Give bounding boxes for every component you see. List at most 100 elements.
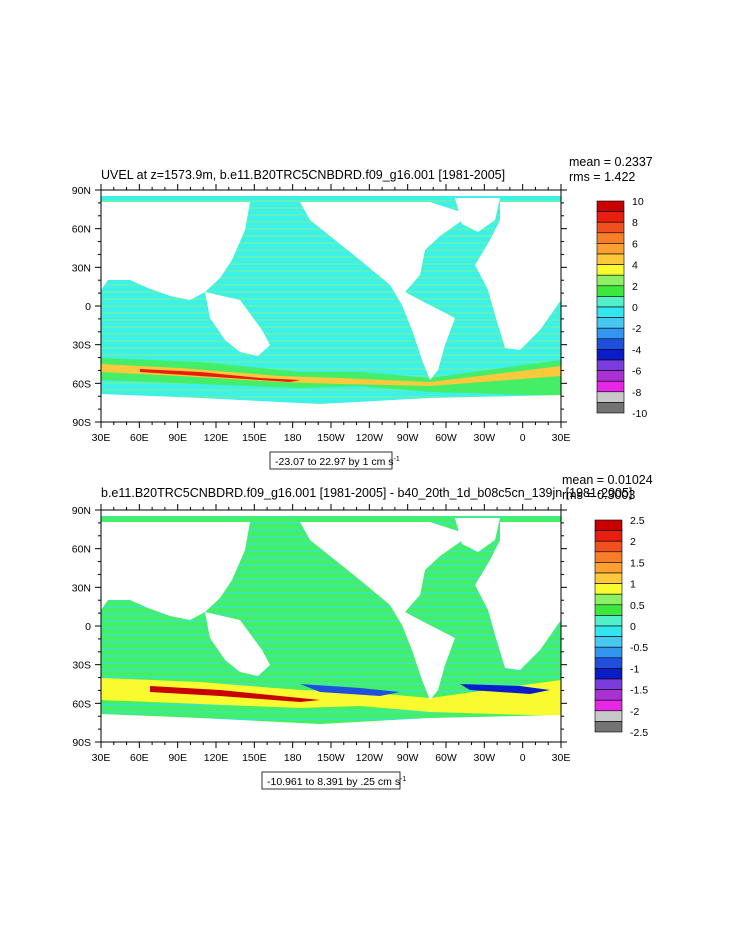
y-tick-label: 30S bbox=[72, 660, 91, 672]
colorbar-box bbox=[596, 317, 625, 329]
colorbar-box bbox=[594, 615, 623, 627]
y-tick-label: 60N bbox=[72, 224, 91, 236]
colorbar-label: 4 bbox=[632, 260, 638, 272]
y-tick-label: 90S bbox=[72, 737, 91, 749]
x-tick-label: 30E bbox=[92, 752, 111, 764]
y-tick-label: 30S bbox=[72, 340, 91, 352]
y-tick-label: 30N bbox=[72, 262, 91, 274]
x-tick-label: 180 bbox=[284, 752, 302, 764]
colorbar-label: -0.5 bbox=[630, 642, 648, 654]
colorbar-box bbox=[596, 221, 625, 234]
southern-anomaly-red bbox=[150, 686, 320, 702]
colorbar bbox=[594, 519, 623, 733]
colorbar-box bbox=[596, 264, 625, 276]
southern-anomaly-band bbox=[101, 678, 561, 716]
colorbar-box bbox=[594, 519, 623, 531]
land-eurasia-africa-aus bbox=[101, 522, 250, 620]
colorbar-labels: 10 8 6 4 2 0 -2 -4 -6 -8 -10 bbox=[632, 196, 647, 420]
y-tick-label: 60N bbox=[72, 544, 91, 556]
colorbar-box bbox=[596, 402, 625, 414]
colorbar-box bbox=[594, 646, 623, 659]
land-antarctica bbox=[101, 714, 561, 742]
colorbar-box bbox=[596, 306, 625, 318]
colorbar-box bbox=[594, 562, 623, 574]
colorbar-box bbox=[594, 636, 623, 648]
colorbar-box bbox=[596, 380, 625, 393]
land-indonesia-australia bbox=[205, 612, 270, 676]
colorbar-label: -1.5 bbox=[630, 685, 648, 697]
y-tick-label: 0 bbox=[85, 301, 91, 313]
y-tick-label: 90N bbox=[72, 505, 91, 517]
colorbar-label: -4 bbox=[632, 344, 641, 356]
x-tick-label: 60W bbox=[435, 752, 457, 764]
x-tick-label: 60W bbox=[435, 432, 457, 444]
land-arctic-top bbox=[101, 190, 561, 196]
colorbar-label: 2.5 bbox=[630, 515, 645, 527]
colorbar-box bbox=[594, 530, 623, 542]
land-greenland bbox=[455, 198, 500, 232]
colorbar-label: 0.5 bbox=[630, 600, 645, 612]
colorbar-box bbox=[596, 200, 625, 212]
x-tick-label: 90W bbox=[397, 432, 419, 444]
colorbar-label: 0 bbox=[632, 302, 638, 314]
y-tick-label: 90N bbox=[72, 185, 91, 197]
colorbar-box bbox=[594, 625, 623, 637]
x-tick-label: 30W bbox=[474, 432, 496, 444]
rms-label: rms = 1.422 bbox=[569, 170, 635, 184]
mean-label: mean = 0.01024 bbox=[562, 473, 653, 487]
colorbar-box bbox=[596, 349, 625, 361]
colorbar-box bbox=[596, 338, 625, 350]
map-field bbox=[101, 190, 561, 422]
panel-title: UVEL at z=1573.9m, b.e11.B20TRC5CNBDRD.f… bbox=[101, 168, 505, 182]
colorbar-box bbox=[594, 593, 623, 606]
panel-bottom: b.e11.B20TRC5CNBDRD.f09_g16.001 [1981-20… bbox=[72, 473, 653, 790]
x-tick-label: 60E bbox=[130, 752, 149, 764]
colorbar-box bbox=[594, 699, 623, 712]
colorbar-label: -1 bbox=[630, 663, 639, 675]
land-europe-africa-west bbox=[475, 202, 561, 350]
land-americas bbox=[300, 202, 470, 380]
circumpolar-core-red bbox=[140, 369, 300, 382]
colorbar-box bbox=[594, 689, 623, 701]
colorbar-box bbox=[594, 583, 623, 595]
x-tick-label: 150W bbox=[317, 752, 345, 764]
colorbar-label: 6 bbox=[632, 238, 638, 250]
x-axis-labels: 30E 60E 90E 120E 150E 180 150W 120W 90W 60W 30W 0 30… bbox=[92, 432, 571, 444]
colorbar-box bbox=[596, 211, 625, 223]
colorbar-label: -2.5 bbox=[630, 727, 648, 739]
land-eurasia-africa-aus bbox=[101, 202, 250, 300]
colorbar-box bbox=[596, 253, 625, 265]
land-indonesia-australia bbox=[205, 292, 270, 356]
colorbar-box bbox=[596, 327, 625, 340]
southern-anomaly-blue bbox=[300, 684, 400, 696]
x-tick-label: 0 bbox=[520, 432, 526, 444]
x-tick-label: 120E bbox=[204, 432, 229, 444]
panel-title: b.e11.B20TRC5CNBDRD.f09_g16.001 [1981-20… bbox=[101, 486, 632, 500]
colorbar-label: 10 bbox=[632, 196, 644, 208]
colorbar-box bbox=[594, 710, 623, 722]
panel-top: UVEL at z=1573.9m, b.e11.B20TRC5CNBDRD.f… bbox=[72, 155, 653, 470]
range-label: -10.961 to 8.391 by .25 cm s bbox=[267, 776, 400, 788]
x-tick-label: 90W bbox=[397, 752, 419, 764]
colorbar-label: 1 bbox=[630, 579, 636, 591]
land-europe-africa-west bbox=[475, 522, 561, 670]
y-tick-label: 60S bbox=[72, 378, 91, 390]
x-axis-labels: 30E 60E 90E 120E 150E 180 150W 120W 90W 60W 30W 0 30… bbox=[92, 752, 571, 764]
colorbar-box bbox=[594, 668, 623, 680]
y-tick-label: 90S bbox=[72, 417, 91, 429]
colorbar-box bbox=[596, 232, 625, 244]
x-tick-label: 120W bbox=[356, 432, 384, 444]
colorbar-label: -2 bbox=[630, 706, 639, 718]
x-tick-label: 150W bbox=[317, 432, 345, 444]
circumpolar-core bbox=[101, 364, 561, 386]
x-tick-label: 120W bbox=[356, 752, 384, 764]
rms-label: rms = 0.3003 bbox=[562, 488, 635, 502]
x-tick-label: 60E bbox=[130, 432, 149, 444]
colorbar-labels: 2.5 2 1.5 1 0.5 0 -0.5 -1 -1.5 -2 -2.5 bbox=[630, 515, 648, 739]
x-tick-label: 150E bbox=[242, 432, 267, 444]
x-tick-label: 120E bbox=[204, 752, 229, 764]
colorbar bbox=[596, 200, 625, 414]
colorbar-label: 8 bbox=[632, 217, 638, 229]
colorbar-label: -6 bbox=[632, 366, 641, 378]
